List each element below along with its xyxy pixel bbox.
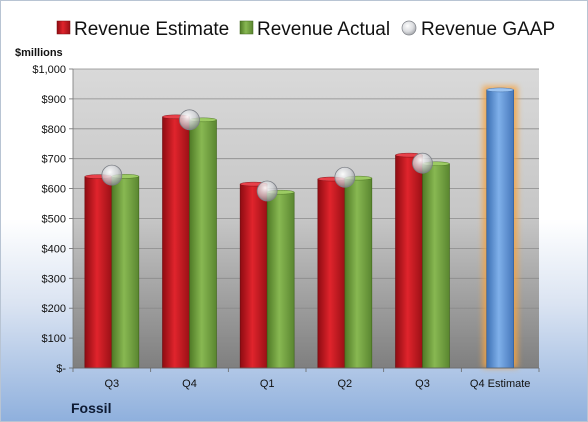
y-tick-label: $500 xyxy=(42,214,66,226)
legend-item-actual[interactable]: Revenue Actual xyxy=(239,19,390,40)
legend-item-estimate[interactable]: Revenue Estimate xyxy=(56,19,229,40)
bar-actual xyxy=(422,163,450,369)
bar-forecast xyxy=(486,89,514,369)
x-tick-label: Q2 xyxy=(337,378,352,390)
marker-gaap xyxy=(256,180,278,202)
y-tick-label: $400 xyxy=(42,243,66,255)
x-axis-ticks: Q3 Q4 Q1 Q2 Q3 Q4 Estimate xyxy=(72,367,540,390)
x-tick-label: Q3 xyxy=(104,378,119,390)
legend-label-actual: Revenue Actual xyxy=(257,19,390,40)
bar-actual xyxy=(344,177,373,369)
x-tick-label: Q4 xyxy=(182,378,197,390)
x-tick-label: Q3 xyxy=(415,378,430,390)
bar-forecast-top xyxy=(486,87,514,93)
y-tick-label: $300 xyxy=(42,273,66,285)
legend-marker-gaap xyxy=(401,20,417,36)
marker-gaap xyxy=(334,166,356,188)
bar-estimate xyxy=(84,176,113,369)
legend-swatch-estimate xyxy=(56,20,71,35)
y-tick-label: $800 xyxy=(42,124,66,136)
y-tick-label: $- xyxy=(56,363,66,375)
bar-estimate xyxy=(395,154,423,369)
x-tick-label: Q4 Estimate xyxy=(470,378,531,390)
marker-gaap xyxy=(179,109,200,131)
marker-gaap xyxy=(412,152,433,174)
bar-estimate xyxy=(239,183,268,369)
x-tick-label: Q1 xyxy=(260,378,275,390)
bar-estimate xyxy=(317,178,346,369)
legend-label-gaap: Revenue GAAP xyxy=(421,19,555,40)
bar-actual xyxy=(189,119,217,369)
marker-gaap xyxy=(101,164,123,186)
y-tick-label: $200 xyxy=(42,303,66,315)
company-name: Fossil xyxy=(71,400,111,416)
gridlines xyxy=(73,68,539,369)
y-axis-title: $millions xyxy=(15,47,63,59)
legend: Revenue Estimate Revenue Actual Revenue … xyxy=(56,19,555,40)
bar-estimate xyxy=(162,116,190,369)
legend-swatch-actual xyxy=(239,20,254,35)
y-tick-label: $100 xyxy=(42,333,66,345)
y-tick-label: $1,000 xyxy=(32,64,66,76)
bar-actual xyxy=(111,176,140,369)
y-tick-label: $600 xyxy=(42,184,66,196)
y-axis-ticks: $- $100 $200 $300 $400 $500 $600 $700 $800 $900 $1… xyxy=(32,64,74,375)
y-tick-label: $700 xyxy=(42,154,66,166)
legend-label-estimate: Revenue Estimate xyxy=(74,19,229,40)
bar-actual xyxy=(266,191,295,369)
bars xyxy=(84,85,518,369)
legend-item-gaap[interactable]: Revenue GAAP xyxy=(401,19,555,40)
y-tick-label: $900 xyxy=(42,94,66,106)
